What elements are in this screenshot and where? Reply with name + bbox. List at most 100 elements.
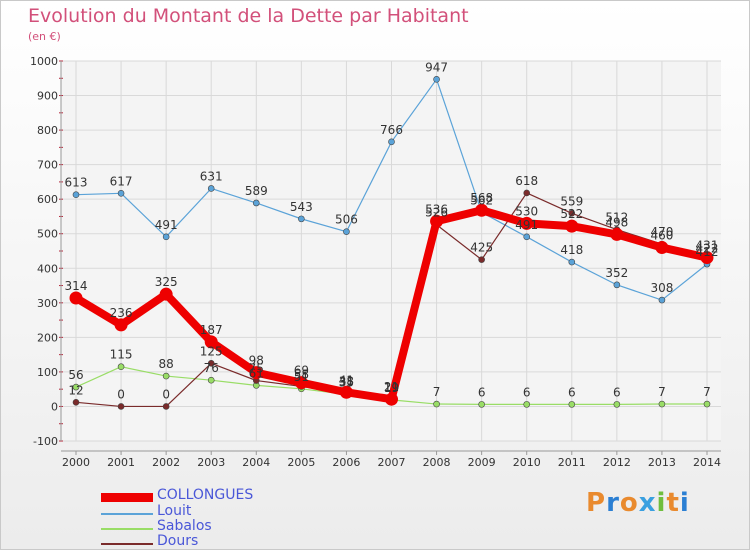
data-label: 947 — [425, 60, 448, 74]
legend-label: Louit — [157, 503, 192, 519]
x-tick-label: 2009 — [468, 456, 496, 469]
data-point — [117, 190, 125, 197]
data-label: 125 — [200, 344, 223, 358]
x-tick-label: 2007 — [378, 456, 406, 469]
data-point — [430, 214, 444, 228]
data-label: 418 — [560, 243, 583, 257]
data-label: 613 — [65, 176, 88, 190]
data-label: 7 — [658, 385, 666, 399]
logo-letter: r — [606, 488, 620, 518]
data-label: 6 — [613, 385, 621, 399]
data-point — [162, 233, 170, 241]
x-tick-label: 2000 — [62, 456, 90, 469]
legend-swatch — [101, 513, 153, 515]
data-label: 766 — [380, 123, 403, 137]
y-tick-label: -100 — [33, 435, 58, 448]
data-label: 7 — [433, 385, 441, 399]
y-tick-label: 500 — [37, 228, 58, 241]
data-label: 0 — [117, 387, 125, 401]
y-tick-label: 700 — [37, 159, 58, 172]
data-point — [162, 372, 170, 380]
data-labels: 314 236 325 187 98 69 41 21 536 568 530 522 498 460 43… — [65, 60, 719, 401]
data-point — [520, 216, 534, 230]
data-label: 115 — [110, 348, 133, 362]
data-point — [478, 401, 485, 408]
data-point — [385, 392, 398, 406]
data-label: 562 — [470, 193, 493, 207]
data-point — [613, 401, 621, 408]
legend-label: Dours — [157, 533, 199, 549]
data-label: 506 — [335, 213, 358, 227]
data-label: 6 — [478, 385, 486, 399]
data-point — [207, 185, 215, 192]
data-label: 618 — [515, 174, 538, 188]
logo-letter: x — [638, 488, 657, 518]
x-tick-label: 2010 — [513, 456, 541, 469]
data-point — [523, 401, 531, 408]
data-point — [117, 403, 125, 410]
y-tick-label: 100 — [37, 366, 58, 379]
data-label: 617 — [110, 174, 133, 188]
data-label: 56 — [68, 368, 83, 382]
data-label: 19 — [384, 381, 399, 395]
data-point — [568, 210, 576, 217]
data-label: 98 — [249, 354, 264, 368]
logo-letter: i — [679, 488, 690, 518]
data-label: 470 — [650, 225, 673, 239]
data-label: 6 — [523, 385, 531, 399]
data-point — [658, 400, 666, 408]
data-label: 543 — [290, 200, 313, 214]
data-point — [478, 256, 485, 263]
data-label: 568 — [470, 191, 493, 205]
data-label: 58 — [294, 367, 309, 381]
data-label: 308 — [650, 281, 673, 295]
data-label: 61 — [249, 366, 264, 380]
y-tick-label: 1000 — [30, 55, 58, 68]
data-label: 526 — [425, 206, 448, 220]
x-tick-label: 2008 — [423, 456, 451, 469]
data-point — [204, 335, 218, 349]
legend-swatch — [101, 493, 153, 502]
data-point — [252, 199, 260, 207]
legend-swatch — [101, 543, 153, 545]
series-lines — [69, 76, 714, 410]
data-point — [568, 401, 576, 408]
data-point — [655, 241, 669, 255]
data-label: 51 — [294, 370, 309, 384]
data-point — [433, 76, 440, 83]
y-tick-label: 200 — [37, 331, 58, 344]
logo-letter: i — [656, 488, 667, 518]
data-point — [72, 191, 80, 198]
data-point — [72, 399, 80, 406]
data-point — [613, 281, 621, 289]
data-label: 0 — [162, 387, 170, 401]
data-label: 352 — [605, 266, 628, 280]
data-point — [568, 258, 576, 266]
data-point — [339, 385, 353, 399]
data-point — [159, 287, 173, 301]
x-tick-label: 2011 — [558, 456, 586, 469]
logo-letter: t — [666, 488, 680, 518]
data-label: 19 — [384, 381, 399, 395]
data-point — [249, 366, 263, 380]
axes: -100010020030040050060070080090010002000… — [30, 55, 721, 469]
data-label: 460 — [650, 229, 673, 243]
data-point — [523, 233, 531, 241]
data-label: 589 — [245, 184, 268, 198]
data-label: 559 — [560, 194, 583, 208]
x-tick-label: 2012 — [603, 456, 631, 469]
chart-title: Evolution du Montant de la Dette par Hab… — [28, 5, 469, 27]
data-label: 530 — [515, 204, 538, 218]
data-label: 35 — [339, 375, 354, 389]
data-label: 76 — [204, 361, 219, 375]
data-point — [703, 400, 711, 408]
x-tick-label: 2006 — [332, 456, 360, 469]
x-tick-label: 2001 — [107, 456, 135, 469]
data-point — [298, 215, 305, 223]
data-point — [294, 376, 308, 390]
legend-label: Sabalos — [157, 518, 212, 534]
y-tick-label: 400 — [37, 262, 58, 275]
data-label: 431 — [696, 239, 719, 253]
